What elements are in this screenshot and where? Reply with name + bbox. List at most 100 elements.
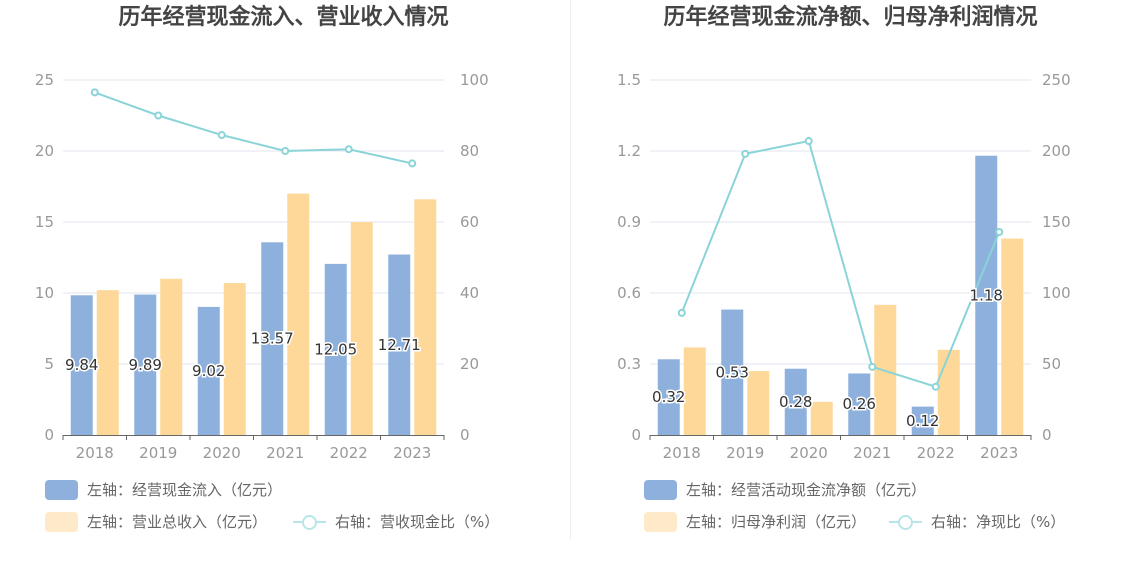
legend-item-revenue[interactable]: 左轴：营业总收入（亿元） (45, 511, 267, 532)
data-label: 9.02 (192, 362, 225, 380)
chart-panel-left: 历年经营现金流入、营业收入情况 0 5 10 15 20 25 0 20 40 60 80 100 20… (35, 5, 499, 532)
chart-plot-right: 0 0.3 0.6 0.9 1.2 1.5 0 50 100 150 200 250 2018 2019 2… (617, 71, 1071, 462)
y-right-tick-label: 0 (1042, 426, 1052, 444)
bar-primary (657, 359, 680, 435)
bar-primary (261, 242, 284, 435)
x-tick-label: 2023 (980, 444, 1018, 462)
bar-secondary (1001, 238, 1024, 435)
legend-label: 左轴：营业总收入（亿元） (87, 513, 268, 531)
x-tick-label: 2020 (203, 444, 241, 462)
y-left-tick-label: 20 (35, 142, 54, 160)
legend-label: 左轴：归母净利润（亿元） (686, 513, 867, 531)
bar-primary (911, 406, 934, 435)
line-point (408, 159, 417, 168)
y-left-tick-label: 0 (631, 426, 641, 444)
data-label: 12.71 (378, 336, 421, 354)
bar-secondary (350, 222, 373, 435)
line-point (868, 362, 877, 371)
bar-secondary (287, 193, 310, 435)
legend-item-net-profit[interactable]: 左轴：归母净利润（亿元） (644, 511, 866, 532)
y-left-tick-label: 5 (44, 355, 54, 373)
legend-label: 左轴：经营现金流入（亿元） (87, 481, 283, 499)
line-point (931, 382, 940, 391)
y-left-tick-label: 15 (35, 213, 54, 231)
x-tick-label: 2019 (139, 444, 177, 462)
legend-swatch-bar (45, 479, 78, 500)
data-label: 0.26 (843, 395, 876, 413)
data-label: 1.18 (970, 286, 1003, 304)
bar-secondary (160, 278, 183, 435)
y-right-tick-label: 60 (460, 213, 479, 231)
bar-primary (784, 368, 807, 435)
y-left-tick-label: 0.3 (617, 355, 641, 373)
bar-secondary (96, 290, 119, 435)
line-point (804, 137, 813, 146)
bar-secondary (747, 371, 770, 435)
data-label: 12.05 (314, 340, 357, 358)
bar-secondary (810, 401, 833, 435)
bar-primary (324, 263, 347, 435)
line-point (741, 149, 750, 158)
x-tick-label: 2019 (726, 444, 764, 462)
y-left-tick-label: 10 (35, 284, 54, 302)
legend-label: 右轴：净现比（%） (931, 513, 1066, 531)
bar-primary (197, 306, 220, 435)
legend-item-cash-ratio[interactable]: 右轴：营收现金比（%） (293, 511, 499, 532)
line-point (154, 111, 163, 120)
x-tick-label: 2020 (790, 444, 828, 462)
panel-divider (570, 0, 571, 540)
y-left-tick-label: 1.2 (617, 142, 641, 160)
x-tick-label: 2022 (330, 444, 368, 462)
line-point (677, 308, 686, 317)
data-label: 9.89 (129, 356, 162, 374)
y-left-tick-label: 1.5 (617, 71, 641, 89)
y-right-tick-label: 50 (1042, 355, 1061, 373)
bar-secondary (937, 349, 960, 435)
y-right-tick-label: 0 (460, 426, 470, 444)
legend-label: 左轴：经营活动现金流净额（亿元） (686, 481, 927, 499)
y-left-tick-label: 0.6 (617, 284, 641, 302)
bar-primary (848, 373, 871, 435)
line-point (344, 145, 353, 154)
data-label: 9.84 (65, 356, 98, 374)
line-point (995, 227, 1004, 236)
chart-title: 历年经营现金流入、营业收入情况 (118, 5, 449, 30)
y-right-tick-label: 100 (1042, 284, 1071, 302)
bar-secondary (683, 347, 706, 435)
y-right-tick-label: 250 (1042, 71, 1071, 89)
chart-panel-right: 历年经营现金流净额、归母净利润情况 0 0.3 0.6 0.9 1.2 1.5 0 50 100… (567, 0, 1134, 582)
line-point (281, 147, 290, 155)
x-tick-label: 2023 (393, 444, 431, 462)
chart-plot-left: 0 5 10 15 20 25 0 20 40 60 80 100 2018 2019 2020 2021 20… (35, 71, 489, 462)
bar-primary (975, 155, 998, 435)
x-tick-label: 2018 (663, 444, 701, 462)
legend-swatch-bar (45, 511, 78, 532)
x-tick-label: 2018 (76, 444, 114, 462)
x-tick-label: 2021 (853, 444, 891, 462)
chart-title: 历年经营现金流净额、归母净利润情况 (663, 5, 1038, 30)
y-right-tick-label: 80 (460, 142, 479, 160)
bar-primary (70, 295, 93, 435)
legend-item-net-cash-ratio[interactable]: 右轴：净现比（%） (889, 511, 1065, 532)
bar-secondary (414, 199, 437, 435)
x-tick-label: 2022 (917, 444, 955, 462)
bar-primary (721, 309, 744, 435)
y-left-tick-label: 0.9 (617, 213, 641, 231)
bar-primary (388, 254, 411, 435)
line-point (90, 88, 99, 97)
data-label: 0.28 (779, 393, 812, 411)
legend-item-net-cash-flow[interactable]: 左轴：经营活动现金流净额（亿元） (644, 479, 926, 500)
legend-swatch-bar (644, 479, 677, 500)
bar-secondary (223, 283, 246, 435)
data-label: 0.32 (652, 388, 685, 406)
x-tick-label: 2021 (266, 444, 304, 462)
data-label: 13.57 (251, 330, 294, 348)
legend-line-marker-icon (293, 512, 326, 532)
data-label: 0.53 (716, 363, 749, 381)
y-left-tick-label: 25 (35, 71, 54, 89)
legend-item-cash-inflow[interactable]: 左轴：经营现金流入（亿元） (45, 479, 282, 500)
line-series (94, 91, 413, 165)
bar-primary (134, 294, 157, 435)
legend-line-marker-icon (889, 512, 922, 532)
y-right-tick-label: 200 (1042, 142, 1071, 160)
